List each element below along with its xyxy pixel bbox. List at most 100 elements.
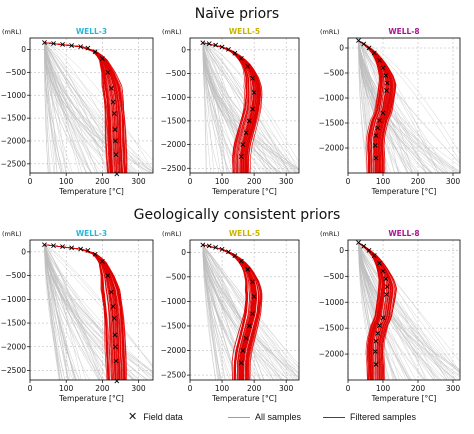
section-title-geological: Geologically consistent priors bbox=[133, 207, 341, 223]
sample-curve-gray bbox=[44, 244, 153, 372]
field-data-point bbox=[92, 49, 98, 55]
panel-title: WELL-8 bbox=[388, 27, 419, 36]
field-data-point bbox=[112, 138, 118, 144]
legend-item-filtered-samples: Filtered samples bbox=[323, 412, 416, 422]
field-data-point bbox=[42, 40, 47, 45]
y-tick-label: −1500 bbox=[161, 322, 187, 331]
sample-curve-red bbox=[358, 40, 393, 173]
field-data-point bbox=[383, 276, 389, 282]
sample-curve-red bbox=[44, 42, 120, 173]
filtered-samples-curves bbox=[358, 242, 398, 380]
field-data-point bbox=[238, 154, 244, 159]
sample-curve-red bbox=[44, 42, 119, 173]
y-tick-label: −2500 bbox=[161, 164, 187, 173]
sample-curve-gray bbox=[44, 244, 153, 374]
sample-curve-gray bbox=[44, 244, 63, 380]
sample-curve-red bbox=[358, 242, 388, 380]
sample-curve-gray bbox=[44, 42, 131, 173]
x-tick-label: 100 bbox=[376, 177, 391, 186]
y-tick-label: −500 bbox=[165, 69, 186, 78]
field-data-point bbox=[377, 323, 382, 328]
y-tick-label: −1500 bbox=[161, 116, 187, 125]
legend-label-field-data: Field data bbox=[143, 412, 183, 422]
field-data-point bbox=[245, 64, 251, 69]
field-data-point bbox=[238, 55, 244, 61]
sample-curve-gray bbox=[358, 242, 455, 380]
field-data-point bbox=[111, 315, 117, 321]
field-data-point bbox=[380, 268, 386, 274]
field-data-point bbox=[226, 249, 231, 255]
field-data-point bbox=[373, 133, 379, 138]
field-data-point bbox=[232, 50, 238, 56]
field-data-point bbox=[226, 46, 231, 52]
sample-curve-gray bbox=[44, 244, 63, 380]
x-tick-label: 200 bbox=[247, 384, 262, 393]
panel-title: WELL-5 bbox=[229, 229, 260, 238]
sample-curve-red bbox=[44, 244, 120, 380]
sample-curve-gray bbox=[202, 244, 265, 380]
field-data-point bbox=[380, 315, 386, 321]
x-tick-label: 0 bbox=[28, 177, 33, 186]
sample-curve-red bbox=[44, 42, 116, 173]
x-tick-label: 0 bbox=[346, 384, 351, 393]
sample-curve-gray bbox=[358, 242, 410, 380]
x-tick-label: 0 bbox=[188, 177, 193, 186]
x-tick-label: 0 bbox=[346, 177, 351, 186]
field-data-point bbox=[200, 242, 206, 248]
field-data-point bbox=[246, 323, 252, 329]
axes-frame bbox=[347, 37, 461, 174]
field-data-point bbox=[240, 348, 246, 353]
y-axis-label: (mRL) bbox=[320, 28, 340, 36]
y-tick-label: −2500 bbox=[1, 366, 27, 375]
sample-curve-red bbox=[44, 42, 118, 173]
sample-curve-gray bbox=[358, 40, 368, 173]
y-tick-label: 0 bbox=[21, 45, 26, 54]
field-data-point bbox=[51, 41, 56, 46]
sample-curve-gray bbox=[358, 242, 459, 380]
field-data-point bbox=[356, 240, 361, 246]
field-data-point bbox=[251, 294, 257, 299]
sample-curve-gray bbox=[44, 42, 80, 173]
field-data-point bbox=[251, 90, 257, 95]
y-tick-label: −2000 bbox=[161, 140, 187, 149]
field-data-point bbox=[60, 41, 65, 47]
sample-curve-gray bbox=[202, 244, 240, 380]
sample-curve-gray bbox=[202, 42, 272, 173]
sample-curve-gray bbox=[202, 42, 227, 173]
y-tick-label: 0 bbox=[181, 248, 186, 257]
field-data-point bbox=[219, 44, 225, 50]
x-tick-label: 300 bbox=[279, 384, 294, 393]
y-tick-label: −1500 bbox=[1, 114, 27, 123]
field-data-point bbox=[371, 253, 377, 258]
y-tick-label: −1000 bbox=[161, 93, 187, 102]
field-data-point bbox=[113, 152, 119, 158]
sample-curve-red bbox=[44, 244, 118, 380]
filtered-samples-curves bbox=[44, 42, 128, 173]
sample-curve-red bbox=[202, 42, 247, 173]
x-tick-label: 0 bbox=[188, 384, 193, 393]
sample-curve-gray bbox=[44, 42, 115, 173]
sample-curve-red bbox=[202, 244, 250, 380]
axes-frame bbox=[189, 37, 300, 174]
field-data-point bbox=[114, 171, 120, 177]
x-tick-label: 300 bbox=[131, 384, 146, 393]
sample-curve-red bbox=[44, 42, 115, 173]
sample-curve-gray bbox=[202, 42, 299, 172]
sample-curve-gray bbox=[44, 42, 121, 173]
y-tick-label: −2000 bbox=[319, 350, 345, 359]
panel-title: WELL-3 bbox=[76, 27, 107, 36]
field-data-point bbox=[373, 155, 379, 161]
sample-curve-red bbox=[358, 40, 388, 173]
sample-curve-red bbox=[44, 244, 109, 380]
sample-curve-gray bbox=[44, 42, 107, 173]
field-data-point bbox=[383, 73, 389, 78]
sample-curve-gray bbox=[358, 40, 460, 155]
y-tick-label: −2500 bbox=[161, 371, 187, 380]
field-data-point bbox=[366, 247, 372, 253]
field-data-point bbox=[373, 338, 379, 344]
sample-curve-red bbox=[358, 242, 384, 380]
sample-curve-gray bbox=[44, 42, 73, 173]
sample-curve-gray bbox=[202, 42, 292, 173]
sample-curve-red bbox=[202, 244, 260, 380]
